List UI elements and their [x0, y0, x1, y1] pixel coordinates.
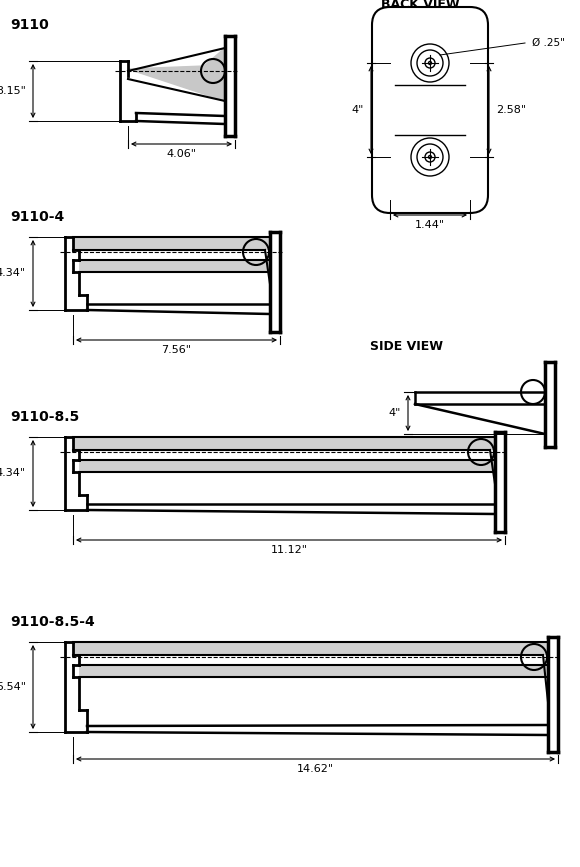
- Text: 7.56": 7.56": [161, 345, 191, 355]
- Text: 3.15": 3.15": [0, 86, 26, 96]
- Text: 2.58": 2.58": [496, 105, 526, 115]
- Text: 4": 4": [351, 105, 364, 115]
- FancyBboxPatch shape: [372, 7, 488, 213]
- Text: BACK VIEW: BACK VIEW: [380, 0, 459, 11]
- Text: 4": 4": [389, 408, 401, 418]
- Text: 9110-4: 9110-4: [10, 210, 64, 224]
- Text: 11.12": 11.12": [270, 545, 307, 555]
- Text: 9110-8.5: 9110-8.5: [10, 410, 79, 424]
- Bar: [79, 460, 495, 472]
- Text: 4.06": 4.06": [166, 149, 197, 159]
- Text: Ø .25": Ø .25": [532, 38, 565, 48]
- Text: 14.62": 14.62": [297, 764, 334, 774]
- Bar: [79, 260, 270, 272]
- Text: 9110: 9110: [10, 18, 49, 32]
- Bar: [73, 642, 548, 655]
- Text: SIDE VIEW: SIDE VIEW: [370, 340, 443, 353]
- Bar: [73, 437, 495, 450]
- Bar: [73, 237, 270, 250]
- Text: 4.34": 4.34": [0, 269, 26, 278]
- Text: 1.44": 1.44": [415, 220, 445, 230]
- Bar: [79, 665, 548, 677]
- Text: 9110-8.5-4: 9110-8.5-4: [10, 615, 95, 629]
- Polygon shape: [128, 48, 225, 101]
- Text: 5.54": 5.54": [0, 682, 26, 692]
- Text: 4.34": 4.34": [0, 468, 26, 479]
